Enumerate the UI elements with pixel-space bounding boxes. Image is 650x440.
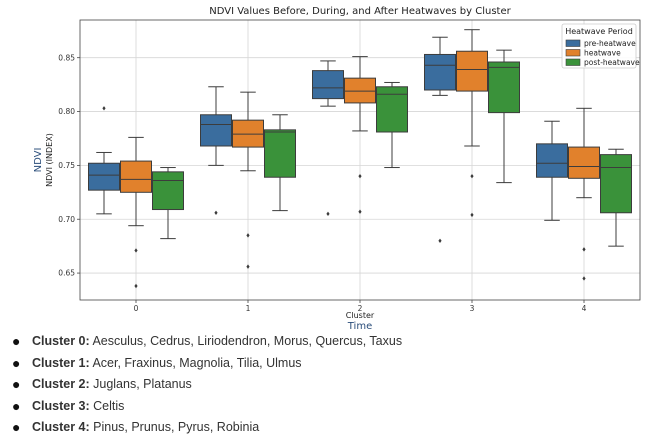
- cluster-note-0: ● Cluster 0: Aesculus, Cedrus, Liriodendr…: [8, 331, 402, 353]
- boxplot-chart: 0.65 0.70 0.75 0.80 0.85 0 1 2 3 4 NDVI Values Bef…: [33, 6, 641, 330]
- bullet-icon: ●: [12, 397, 21, 414]
- legend-box: [561, 23, 637, 69]
- flier-point: [134, 283, 138, 289]
- ytick-label: 0.80: [58, 107, 75, 116]
- flier-point: [326, 211, 330, 217]
- box-iqr: [88, 162, 120, 191]
- box-pre-heatwave-cluster-0: [88, 106, 120, 215]
- cluster-notes: ● Cluster 0: Aesculus, Cedrus, Liriodendr…: [8, 331, 402, 439]
- flier-point: [470, 212, 474, 218]
- cluster-note-4: ● Cluster 4: Pinus, Prunus, Pyrus, Robini…: [8, 417, 402, 439]
- cluster-note-label: Cluster 4:: [32, 420, 90, 434]
- flier-point: [582, 247, 586, 252]
- legend-label-post-heatwave: post-heatwave: [584, 58, 640, 67]
- flier-point: [246, 264, 250, 269]
- flier-point: [134, 248, 138, 253]
- flier-point: [470, 173, 474, 179]
- cluster-note-label: Cluster 0:: [32, 334, 90, 348]
- box-iqr: [488, 61, 520, 114]
- box-iqr: [456, 50, 488, 92]
- box-post-heatwave-cluster-0: [152, 167, 184, 240]
- box-iqr: [312, 70, 344, 100]
- box-heatwave-cluster-3: [456, 29, 488, 218]
- chart-title: NDVI Values Before, During, and After He…: [209, 6, 511, 17]
- cluster-note-label: Cluster 1:: [32, 355, 90, 370]
- cluster-note-2: ● Cluster 2: Juglans, Platanus: [8, 374, 402, 396]
- box-pre-heatwave-cluster-4: [536, 120, 568, 221]
- box-post-heatwave-cluster-2: [376, 81, 408, 169]
- legend-swatch-pre-heatwave: [565, 39, 581, 47]
- cluster-note-label: Cluster 2:: [32, 377, 90, 391]
- cluster-note-text: Acer, Fraxinus, Magnolia, Tilia, Ulmus: [89, 355, 302, 370]
- cluster-note-text: Pinus, Prunus, Pyrus, Robinia: [89, 420, 260, 434]
- y-axis-label: NDVI (INDEX): [45, 133, 54, 187]
- bullet-icon: ●: [12, 376, 21, 392]
- box-iqr: [200, 114, 232, 147]
- xtick-label: 1: [246, 304, 251, 313]
- cluster-note-text: Celtis: [89, 398, 125, 413]
- x-axis-label: Cluster: [346, 311, 375, 320]
- box-iqr: [376, 86, 408, 133]
- box-pre-heatwave-cluster-3: [424, 36, 456, 243]
- bullet-icon: ●: [12, 419, 21, 435]
- xtick-label: 0: [134, 304, 139, 313]
- legend-label-pre-heatwave: pre-heatwave: [584, 39, 636, 48]
- box-iqr: [264, 129, 296, 178]
- box-iqr: [568, 146, 600, 179]
- legend-swatch-heatwave: [565, 49, 581, 57]
- bullet-icon: ●: [12, 333, 21, 349]
- box-heatwave-cluster-2: [344, 56, 376, 214]
- box-post-heatwave-cluster-1: [264, 114, 296, 212]
- flier-point: [214, 210, 218, 215]
- box-iqr: [344, 77, 376, 104]
- ytick-label: 0.85: [58, 53, 75, 62]
- box-iqr: [536, 143, 568, 178]
- flier-point: [438, 238, 442, 243]
- xtick-label: 4: [582, 304, 587, 313]
- x-axis-label-secondary: Time: [347, 321, 372, 330]
- legend-label-heatwave: heatwave: [584, 49, 621, 58]
- box-iqr: [232, 119, 264, 148]
- box-iqr: [120, 160, 152, 193]
- legend-title: Heatwave Period: [565, 27, 633, 36]
- box-heatwave-cluster-4: [568, 107, 600, 281]
- xtick-label: 2: [358, 304, 363, 313]
- box-iqr: [600, 154, 632, 214]
- box-heatwave-cluster-0: [120, 136, 152, 289]
- box-iqr: [152, 171, 184, 211]
- flier-point: [358, 173, 362, 179]
- box-pre-heatwave-cluster-1: [200, 86, 232, 215]
- ytick-label: 0.70: [58, 215, 75, 224]
- ytick-label: 0.75: [58, 161, 75, 170]
- box-iqr: [424, 53, 456, 91]
- bullet-icon: ●: [12, 354, 21, 371]
- flier-point: [246, 233, 250, 238]
- box-post-heatwave-cluster-4: [600, 148, 632, 247]
- y-axis-label-secondary: NDVI: [33, 148, 44, 173]
- flier-point: [102, 106, 106, 111]
- ytick-label: 0.65: [58, 269, 75, 278]
- flier-point: [358, 209, 362, 214]
- cluster-note-text: Aesculus, Cedrus, Liriodendron, Morus, Q…: [89, 334, 403, 348]
- box-pre-heatwave-cluster-2: [312, 60, 344, 217]
- box-post-heatwave-cluster-3: [488, 49, 520, 184]
- xtick-label: 3: [470, 304, 475, 313]
- box-heatwave-cluster-1: [232, 91, 264, 269]
- cluster-note-label: Cluster 3:: [32, 398, 90, 413]
- cluster-note-1: ● Cluster 1: Acer, Fraxinus, Magnolia, Ti…: [8, 353, 402, 375]
- legend-swatch-post-heatwave: [565, 58, 581, 66]
- cluster-note-text: Juglans, Platanus: [89, 377, 192, 391]
- flier-point: [582, 276, 586, 281]
- cluster-note-3: ● Cluster 3: Celtis: [8, 396, 402, 418]
